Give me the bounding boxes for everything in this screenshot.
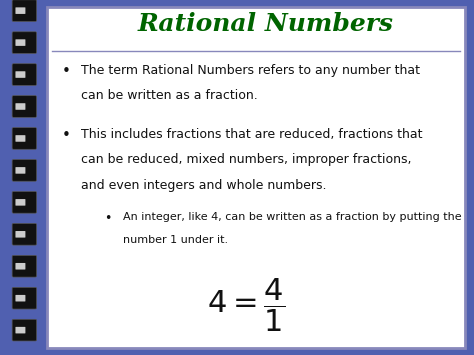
FancyBboxPatch shape	[16, 327, 26, 333]
Text: •: •	[62, 64, 71, 79]
Text: An integer, like 4, can be written as a fraction by putting the: An integer, like 4, can be written as a …	[123, 212, 462, 222]
FancyBboxPatch shape	[16, 231, 26, 237]
FancyBboxPatch shape	[16, 167, 26, 174]
Text: This includes fractions that are reduced, fractions that: This includes fractions that are reduced…	[81, 128, 422, 141]
Text: •: •	[62, 128, 71, 143]
FancyBboxPatch shape	[12, 288, 36, 309]
FancyBboxPatch shape	[47, 7, 465, 348]
Text: can be written as a fraction.: can be written as a fraction.	[81, 89, 257, 103]
FancyBboxPatch shape	[12, 32, 36, 53]
FancyBboxPatch shape	[12, 127, 36, 149]
FancyBboxPatch shape	[16, 263, 26, 269]
FancyBboxPatch shape	[12, 320, 36, 341]
FancyBboxPatch shape	[12, 95, 36, 117]
Text: number 1 under it.: number 1 under it.	[123, 235, 228, 245]
FancyBboxPatch shape	[16, 103, 26, 110]
FancyBboxPatch shape	[12, 224, 36, 245]
FancyBboxPatch shape	[12, 192, 36, 213]
FancyBboxPatch shape	[12, 256, 36, 277]
FancyBboxPatch shape	[16, 7, 26, 14]
FancyBboxPatch shape	[16, 71, 26, 78]
Text: The term Rational Numbers refers to any number that: The term Rational Numbers refers to any …	[81, 64, 419, 77]
Text: Rational Numbers: Rational Numbers	[137, 12, 393, 37]
FancyBboxPatch shape	[12, 159, 36, 181]
Text: $4 = \dfrac{4}{1}$: $4 = \dfrac{4}{1}$	[207, 276, 286, 334]
FancyBboxPatch shape	[16, 135, 26, 142]
FancyBboxPatch shape	[12, 0, 36, 21]
FancyBboxPatch shape	[16, 199, 26, 206]
FancyBboxPatch shape	[12, 64, 36, 85]
FancyBboxPatch shape	[16, 39, 26, 46]
FancyBboxPatch shape	[16, 295, 26, 301]
Text: can be reduced, mixed numbers, improper fractions,: can be reduced, mixed numbers, improper …	[81, 153, 411, 166]
Text: and even integers and whole numbers.: and even integers and whole numbers.	[81, 179, 326, 192]
Text: •: •	[104, 212, 112, 225]
